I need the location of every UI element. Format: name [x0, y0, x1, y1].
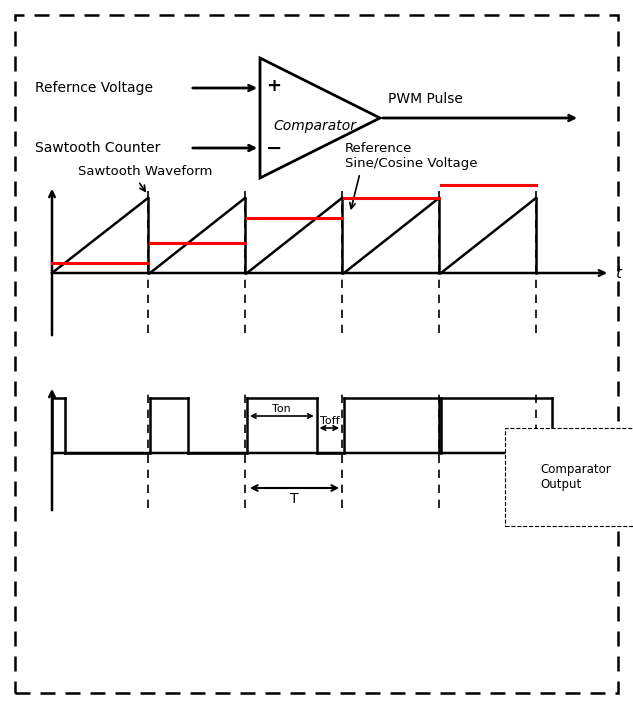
Text: t: t [615, 445, 621, 460]
Text: T: T [291, 492, 299, 506]
Text: PWM Pulse: PWM Pulse [388, 92, 463, 106]
Text: Comparator: Comparator [273, 119, 356, 133]
Text: Reference
Sine/Cosine Voltage: Reference Sine/Cosine Voltage [345, 142, 477, 170]
Text: Toff: Toff [320, 416, 339, 426]
Text: t: t [615, 266, 621, 280]
Text: Sawtooth Counter: Sawtooth Counter [35, 141, 160, 155]
Text: Comparator
Output: Comparator Output [540, 463, 611, 491]
Text: +: + [266, 77, 282, 95]
Text: Refernce Voltage: Refernce Voltage [35, 81, 153, 95]
Text: −: − [266, 139, 282, 157]
Text: Ton: Ton [272, 404, 291, 414]
Text: Sawtooth Waveform: Sawtooth Waveform [78, 165, 213, 178]
